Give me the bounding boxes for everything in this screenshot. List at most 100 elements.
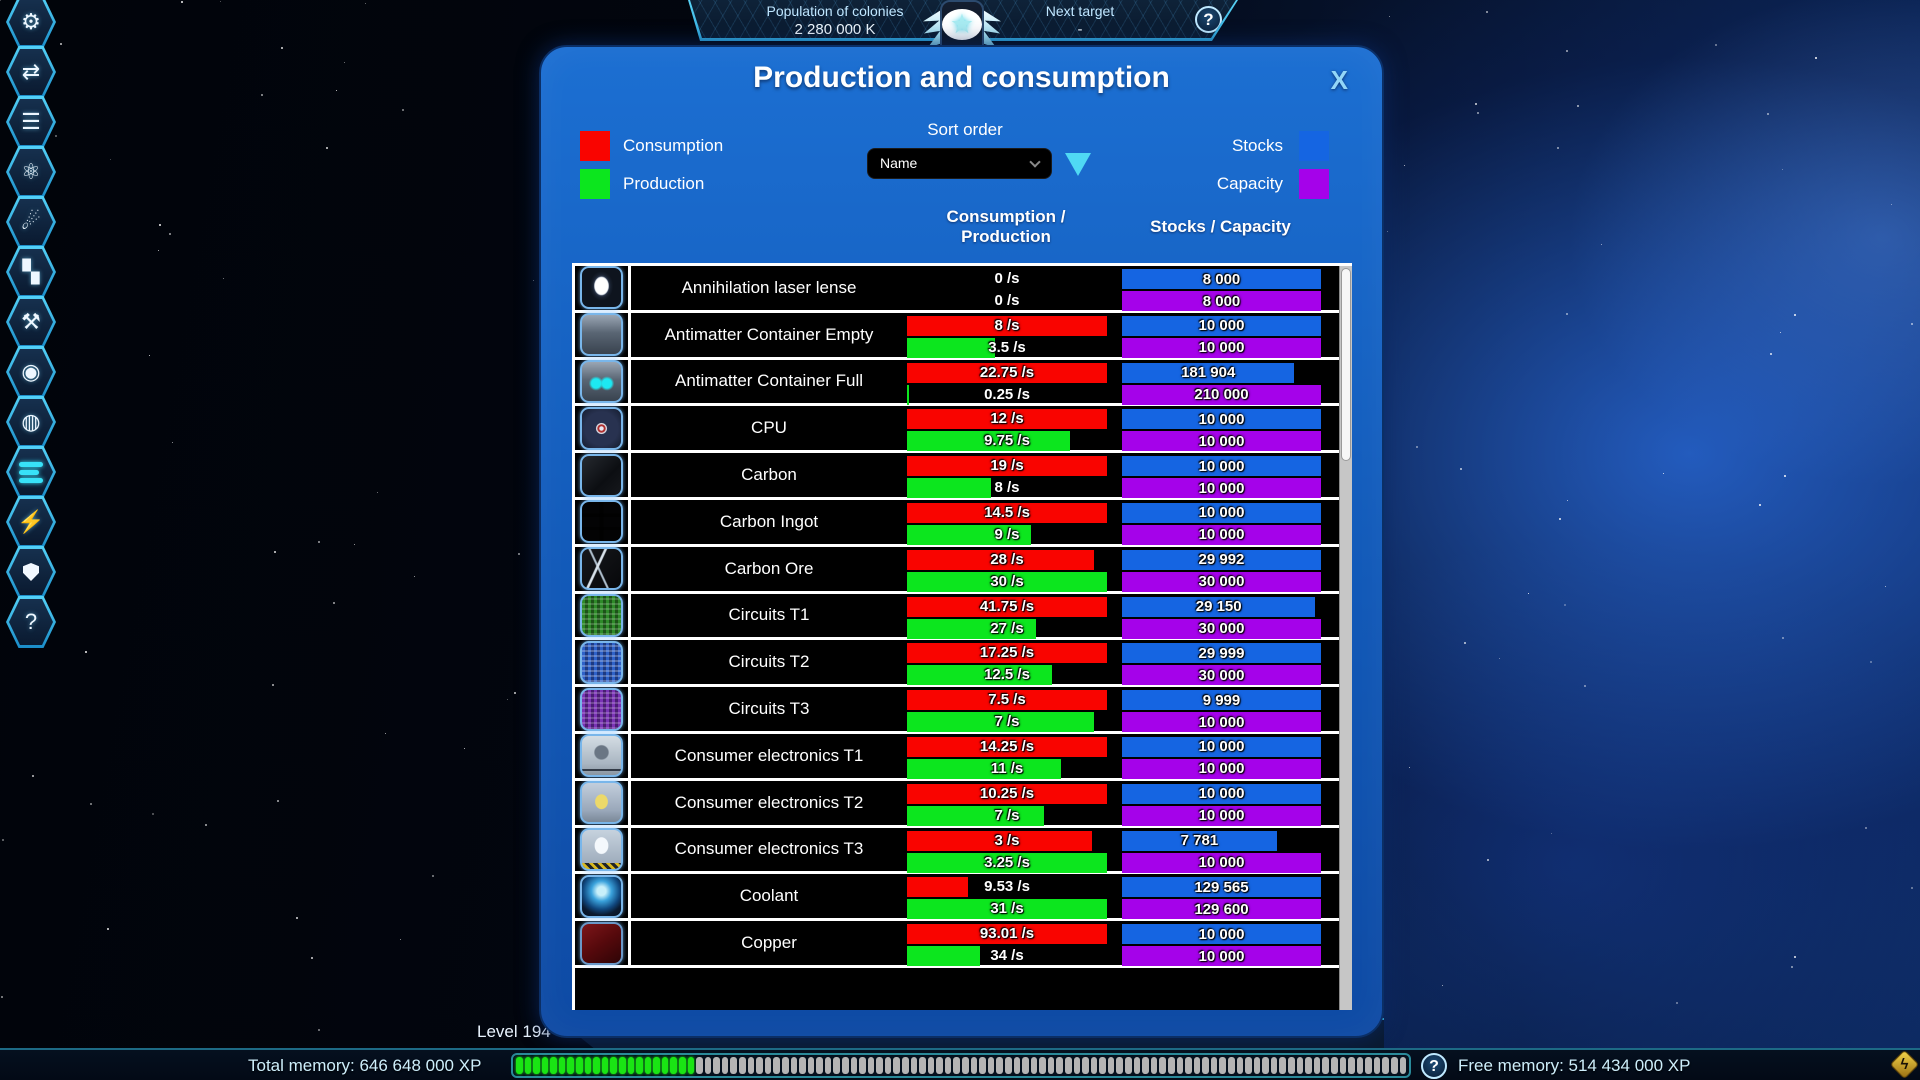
sidebar-item-production-settings[interactable]: [6, 446, 56, 498]
stocks-bar: 10 000: [1122, 502, 1321, 523]
capacity-bar: 10 000: [1122, 524, 1321, 545]
help-icon[interactable]: ?: [1195, 6, 1222, 33]
star: [148, 354, 150, 356]
xp-progress-bar: [511, 1053, 1411, 1078]
stocks-cell: 10 000 10 000: [1122, 921, 1321, 967]
resource-name: Antimatter Container Full: [674, 371, 864, 391]
molecule-hex: ⚙: [9, 0, 53, 45]
resource-row[interactable]: Circuits T1 41.75 /s 27 /s 29 150 30 000: [575, 593, 1352, 641]
consumption-bar-fill: [907, 643, 1107, 664]
xp-segment: [739, 1057, 746, 1074]
xp-segment: [1047, 1057, 1055, 1074]
xp-segment: [867, 1057, 875, 1074]
sidebar-item-list[interactable]: ☰: [6, 96, 56, 148]
xp-segment: [653, 1057, 660, 1074]
consumption-bar-fill: [907, 783, 1107, 804]
xp-segment: [1382, 1057, 1389, 1074]
production-value: 9.75 /s: [984, 432, 1030, 450]
stocks-cell: 9 999 10 000: [1122, 687, 1321, 733]
consumption-bar: 93.01 /s: [907, 924, 1107, 945]
column-gap: [1107, 453, 1122, 497]
resource-row[interactable]: Consumer electronics T1 14.25 /s 11 /s 10 0…: [575, 733, 1352, 781]
resource-row[interactable]: Circuits T3 7.5 /s 7 /s 9 999 10 000: [575, 687, 1352, 734]
sidebar-item-planet-orbit[interactable]: ◍: [6, 396, 56, 448]
resource-row[interactable]: Consumer electronics T3 3 /s 3.25 /s 7 781 1…: [575, 827, 1352, 875]
scrollbar-thumb[interactable]: [1341, 268, 1351, 462]
xp-segment: [790, 1057, 798, 1074]
resource-row[interactable]: Copper 93.01 /s 34 /s 10 000 10 000: [575, 921, 1352, 968]
star: [295, 917, 298, 920]
star: [32, 775, 34, 778]
capacity-bar: 10 000: [1122, 852, 1321, 873]
sidebar-item-transfer-layers[interactable]: ⇄: [6, 46, 56, 98]
stocks-cell: 10 000 10 000: [1122, 406, 1321, 452]
sidebar-item-crafting-tools[interactable]: ⚒: [6, 296, 56, 348]
star: [376, 491, 378, 493]
sidebar-item-atom-research[interactable]: ⚛: [6, 146, 56, 198]
resource-row[interactable]: Carbon Ore 28 /s 30 /s 29 992 30 000: [575, 546, 1352, 594]
resource-row[interactable]: Antimatter Container Full 22.75 /s 0.25 /s…: [575, 359, 1352, 407]
sidebar-item-molecule[interactable]: ⚙: [6, 0, 56, 48]
xp-segment: [1193, 1057, 1201, 1074]
consumption-value: 17.25 /s: [979, 644, 1035, 662]
rates-cell: 19 /s 8 /s: [907, 453, 1107, 499]
sidebar-item-help[interactable]: ?: [6, 596, 56, 648]
star: [1759, 504, 1762, 507]
production-value: 3.5 /s: [988, 338, 1026, 356]
column-gap: [1107, 266, 1122, 310]
xp-segment: [1176, 1057, 1184, 1074]
memory-help-icon[interactable]: ?: [1421, 1053, 1447, 1079]
star: [353, 543, 355, 545]
stocks-bar: 10 000: [1122, 409, 1321, 430]
resource-row[interactable]: Antimatter Container Empty 8 /s 3.5 /s 10 0…: [575, 312, 1352, 360]
star: [171, 441, 173, 443]
next-target-block: Next target -: [980, 3, 1180, 38]
production-bar-fill: [907, 337, 995, 358]
sidebar-item-observation-eye[interactable]: ◉: [6, 346, 56, 398]
consumption-bar: 14.5 /s: [907, 502, 1107, 523]
consumption-bar-fill: [907, 315, 1107, 336]
sidebar-item-energy-strike[interactable]: ⚡: [6, 496, 56, 548]
resource-row[interactable]: Coolant 9.53 /s 31 /s 129 565 129 600: [575, 874, 1352, 922]
sidebar-item-asteroid-mining[interactable]: ☄: [6, 196, 56, 248]
sort-direction-button[interactable]: [1065, 153, 1091, 176]
production-bar: 7 /s: [907, 712, 1107, 733]
capacity-legend-label: Capacity: [1216, 174, 1283, 193]
stocks-cell: 10 000 10 000: [1122, 781, 1321, 826]
xp-segment: [1210, 1057, 1218, 1074]
resource-row[interactable]: Carbon 19 /s 8 /s 10 000 10 000: [575, 453, 1352, 500]
consumption-bar: 14.25 /s: [907, 736, 1107, 757]
free-memory-label: Free memory: 514 434 000 XP: [1458, 1056, 1691, 1075]
stocks-legend-label: Stocks: [1231, 136, 1283, 155]
xp-segment: [678, 1057, 686, 1074]
star: [317, 1028, 320, 1031]
energy-icon[interactable]: ϟ: [1889, 1049, 1920, 1080]
xp-segment: [1296, 1057, 1304, 1074]
production-value: 9 /s: [994, 525, 1020, 543]
xp-segment: [1322, 1057, 1329, 1074]
sort-dropdown[interactable]: Name: [867, 148, 1052, 179]
star: [1404, 164, 1406, 166]
defense-shield-icon: [23, 563, 39, 581]
resource-name: CPU: [751, 418, 787, 438]
xp-segment: [601, 1057, 609, 1074]
consumption-bar-fill: [907, 502, 1107, 523]
sidebar-item-defense-shield[interactable]: [6, 546, 56, 598]
consumption-value: 10.25 /s: [979, 784, 1035, 802]
stocks-bar: 7 781: [1122, 830, 1277, 851]
resource-row[interactable]: CPU 12 /s 9.75 /s 10 000 10 000: [575, 406, 1352, 454]
resource-row[interactable]: Consumer electronics T2 10.25 /s 7 /s 10 00…: [575, 780, 1352, 828]
sidebar-item-factory-grid[interactable]: ▚: [6, 246, 56, 298]
scrollbar-track[interactable]: [1339, 266, 1352, 1010]
resource-row[interactable]: Carbon Ingot 14.5 /s 9 /s 10 000 10 000: [575, 499, 1352, 547]
resource-row[interactable]: Circuits T2 17.25 /s 12.5 /s 29 999 30 000: [575, 640, 1352, 688]
xp-segment: [1365, 1057, 1372, 1074]
consumption-value: 9.53 /s: [984, 878, 1030, 896]
star: [1814, 56, 1817, 59]
close-icon[interactable]: X: [1330, 65, 1348, 95]
resource-row[interactable]: Annihilation laser lense 0 /s 0 /s 8 000 8 0…: [575, 266, 1352, 313]
xp-segment: [816, 1057, 823, 1074]
xp-segment: [558, 1057, 566, 1074]
circuits-t2-icon: [580, 640, 623, 684]
star-icon: ★: [942, 9, 982, 40]
